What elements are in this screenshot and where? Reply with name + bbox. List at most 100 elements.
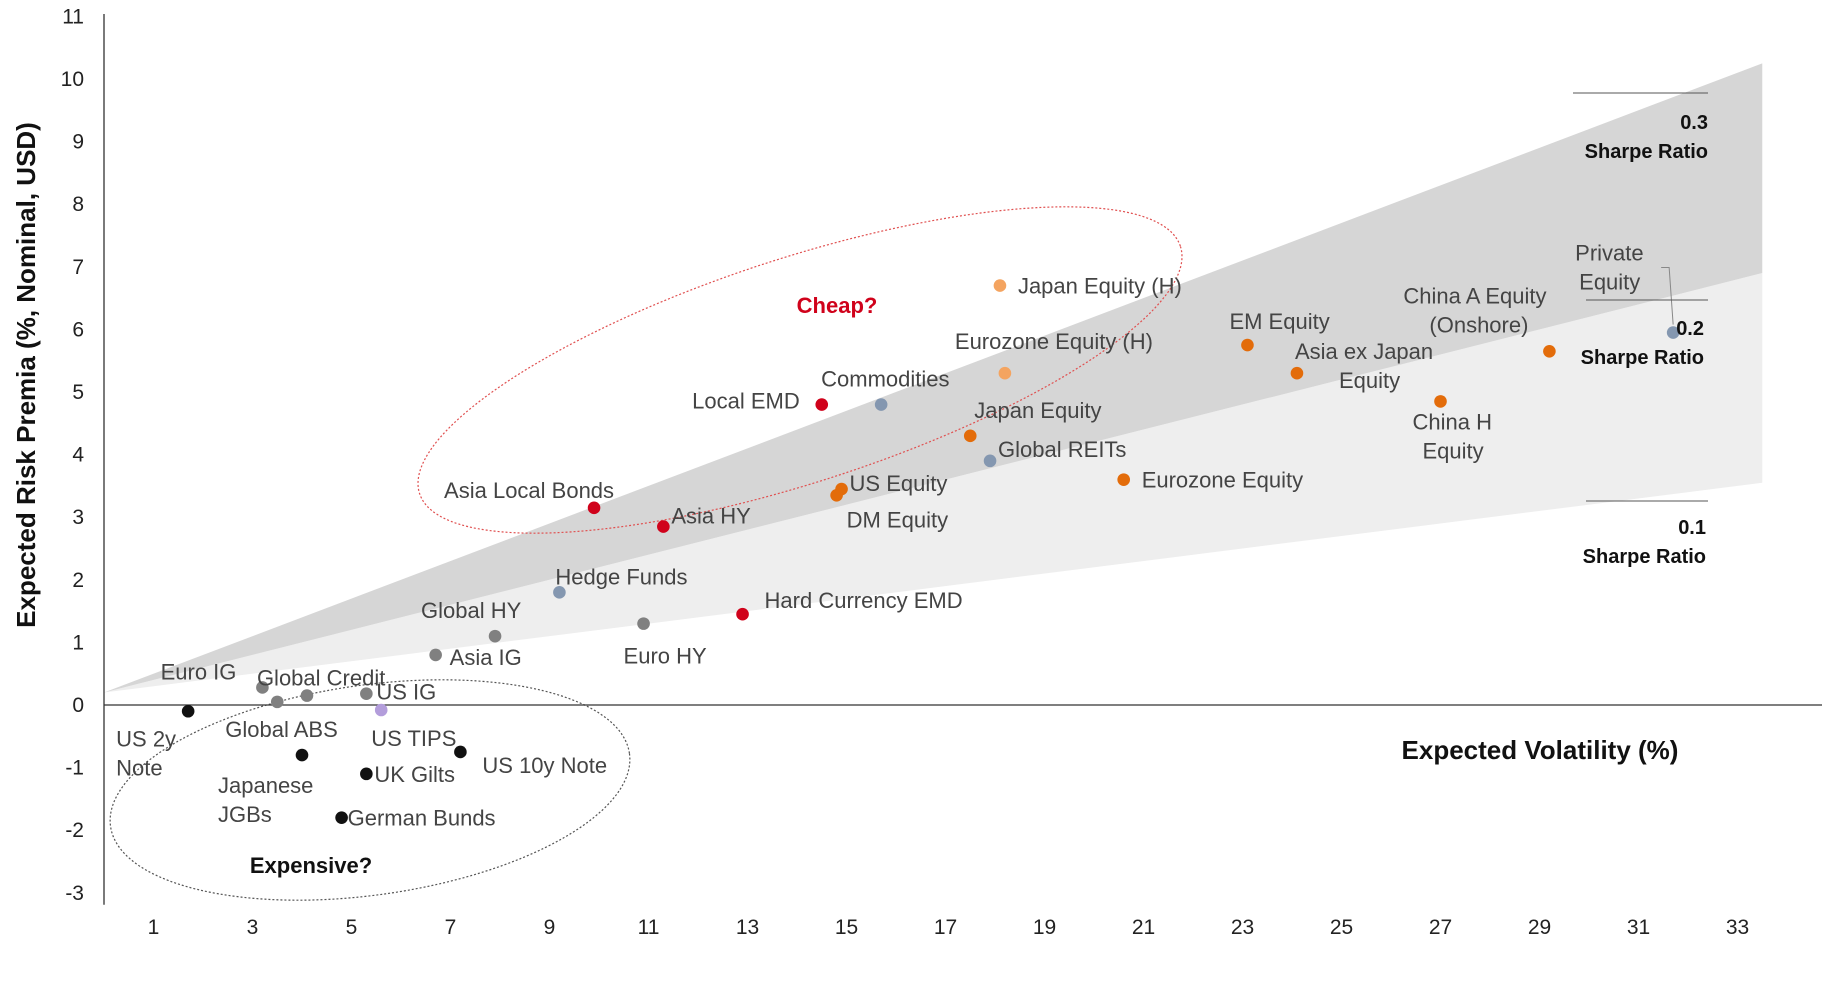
- x-tick-label: 29: [1528, 916, 1551, 939]
- data-point: [454, 745, 467, 759]
- sharpe-ratio-caption: Sharpe Ratio: [1581, 347, 1704, 369]
- x-tick-label: 1: [148, 916, 160, 939]
- data-point: [998, 366, 1012, 380]
- data-label: Hard Currency EMD: [765, 588, 963, 613]
- data-point: [1117, 473, 1130, 486]
- y-tick-label: 3: [72, 506, 84, 529]
- y-tick-label: 6: [72, 318, 84, 341]
- data-label: Global REITs: [998, 437, 1126, 462]
- data-label: Local EMD: [692, 389, 800, 414]
- y-tick-label: 2: [72, 569, 84, 592]
- y-tick-label: 7: [72, 256, 84, 279]
- data-label: Global Credit: [257, 666, 385, 691]
- data-point: [335, 811, 348, 824]
- annotations: Cheap? Expensive?: [250, 293, 877, 878]
- data-label: Japan Equity (H): [1018, 274, 1182, 299]
- y-tick-label: 10: [61, 68, 84, 91]
- data-label: Asia HY: [671, 504, 751, 529]
- y-axis-title: Expected Risk Premia (%, Nominal, USD): [11, 122, 41, 628]
- data-point: [1290, 366, 1304, 380]
- data-point: [488, 629, 502, 643]
- data-label: EM Equity: [1229, 309, 1329, 334]
- data-label: Japanese JGBs: [218, 773, 313, 827]
- band-sharpe-0-2-to-0-3: [104, 63, 1763, 693]
- data-label: Asia IG: [450, 645, 522, 670]
- data-point: [1241, 338, 1254, 352]
- x-tick-label: 5: [346, 916, 358, 939]
- data-point: [360, 687, 373, 701]
- data-point: [429, 648, 442, 662]
- x-tick-label: 17: [934, 916, 957, 939]
- x-tick-label: 7: [445, 916, 457, 939]
- data-label: US TIPS: [371, 726, 456, 751]
- x-tick-label: 9: [544, 916, 556, 939]
- data-point: [300, 689, 314, 702]
- axis-titles: Expected Volatility (%) Expected Risk Pre…: [11, 122, 1678, 765]
- x-tick-label: 19: [1033, 916, 1056, 939]
- sharpe-ratio-caption: Sharpe Ratio: [1583, 546, 1706, 568]
- data-point: [1666, 326, 1680, 339]
- private-equity-leader-line: [1661, 267, 1674, 325]
- y-tick-label: 4: [72, 444, 84, 467]
- x-tick-label: 21: [1132, 916, 1155, 939]
- data-label: Euro IG: [161, 659, 237, 684]
- y-tick-label: 5: [72, 381, 84, 404]
- sharpe-ratio-labels: 0.3 Sharpe Ratio 0.2 Sharpe Ratio 0.1 Sharpe …: [1573, 92, 1708, 568]
- data-labels: US 2y Note Euro IG Global ABS Global Credit J…: [116, 241, 1674, 831]
- data-label: Hedge Funds: [555, 564, 687, 589]
- x-tick-label: 33: [1726, 916, 1749, 939]
- y-tick-label: -3: [65, 882, 84, 905]
- data-label: Eurozone Equity: [1142, 468, 1303, 493]
- data-label: China H Equity: [1413, 409, 1492, 463]
- sharpe-ratio-value: 0.1: [1678, 517, 1706, 539]
- data-point: [1434, 395, 1447, 408]
- data-point: [270, 695, 284, 709]
- data-point: [181, 704, 195, 718]
- x-tick-label: 23: [1231, 916, 1254, 939]
- x-tick-label: 31: [1627, 916, 1650, 939]
- data-point: [963, 429, 977, 443]
- data-point: [553, 586, 566, 599]
- data-label: UK Gilts: [374, 762, 455, 787]
- x-tick-label: 25: [1330, 916, 1353, 939]
- x-axis-title: Expected Volatility (%): [1402, 735, 1679, 765]
- sharpe-ratio-value: 0.2: [1676, 318, 1704, 340]
- data-point: [587, 501, 601, 515]
- data-label: Eurozone Equity (H): [955, 329, 1153, 354]
- x-tick-label: 11: [638, 916, 660, 939]
- data-point: [830, 488, 843, 502]
- cheap-ellipse: [417, 206, 1183, 534]
- data-point: [983, 454, 997, 468]
- data-label: German Bunds: [348, 806, 496, 831]
- y-tick-label: 0: [72, 694, 84, 717]
- data-point: [993, 279, 1007, 292]
- x-tick-label: 27: [1429, 916, 1452, 939]
- y-tick-label: 11: [62, 5, 84, 28]
- sharpe-ratio-bands: [104, 63, 1763, 693]
- data-label: Euro HY: [624, 644, 707, 669]
- data-point: [637, 617, 650, 630]
- sharpe-ratio-caption: Sharpe Ratio: [1585, 141, 1708, 163]
- data-label: Global HY: [421, 598, 522, 623]
- y-tick-label: -1: [65, 757, 84, 780]
- data-point: [815, 398, 829, 411]
- sharpe-ratio-value: 0.3: [1680, 112, 1708, 134]
- x-tick-label: 15: [835, 916, 858, 939]
- data-point: [360, 767, 373, 781]
- data-label: Japan Equity: [974, 398, 1101, 423]
- y-tick-label: -2: [65, 819, 84, 842]
- cheap-annotation: Cheap?: [797, 293, 878, 318]
- y-tick-label: 9: [72, 131, 84, 154]
- data-label: Asia Local Bonds: [444, 478, 614, 503]
- x-tick-label: 3: [247, 916, 259, 939]
- data-point: [1543, 345, 1556, 358]
- data-label: Private Equity: [1575, 241, 1643, 295]
- data-point: [874, 398, 888, 411]
- y-tick-label: 8: [72, 193, 84, 216]
- data-label: US 10y Note: [482, 753, 607, 778]
- data-label: Commodities: [821, 367, 949, 392]
- cheap-expensive-ellipses: [109, 206, 1183, 901]
- y-tick-label: 1: [72, 631, 84, 654]
